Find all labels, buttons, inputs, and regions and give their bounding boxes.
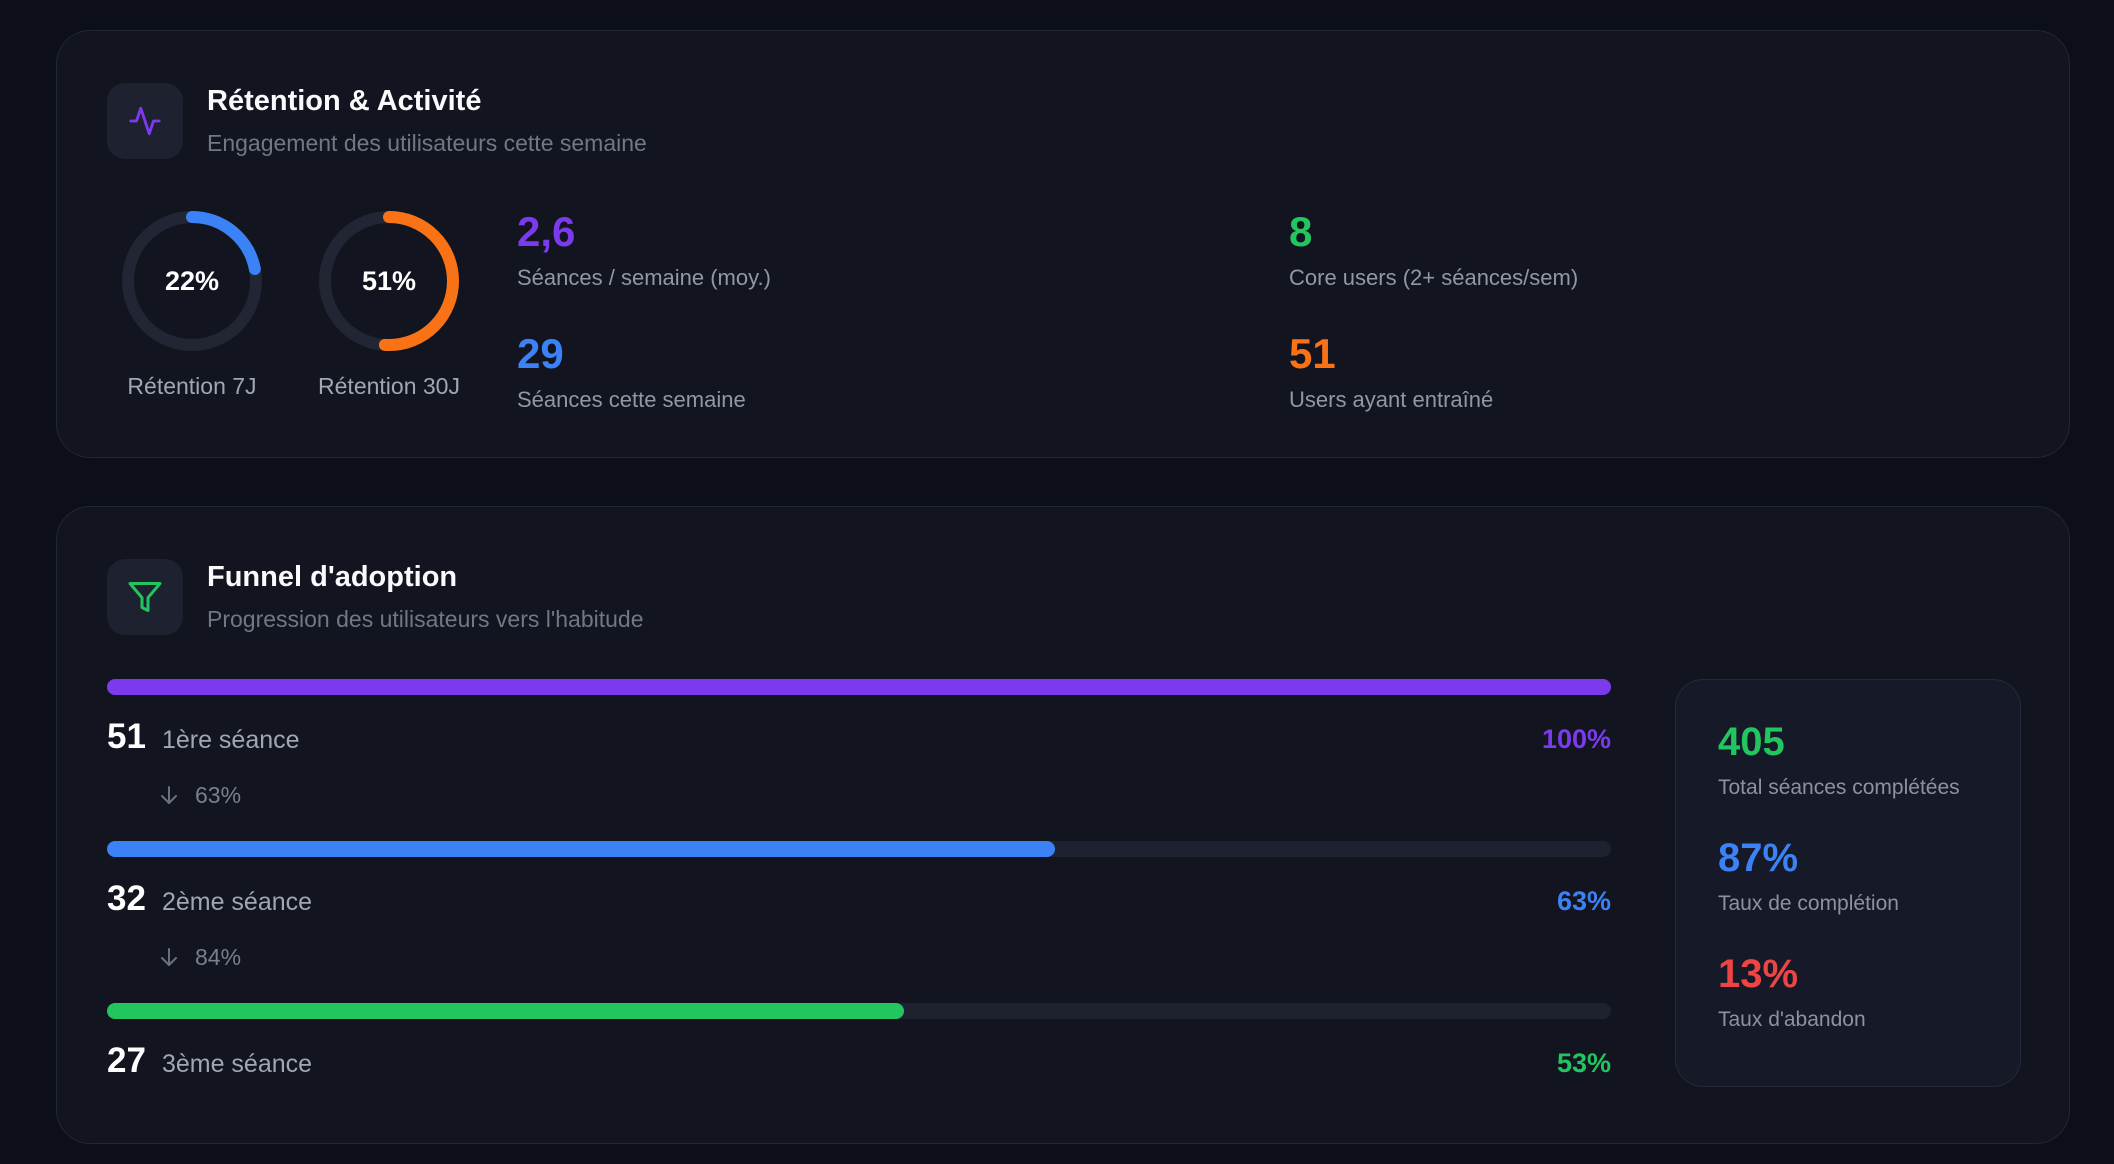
arrow-down-icon [161, 786, 177, 804]
avg-sessions-label: Séances / semaine (moy.) [517, 265, 771, 290]
funnel-conversion-rate: 63% [195, 781, 242, 808]
funnel-conversion: 84% [107, 917, 1611, 1003]
completion-rate-value: 87% [1718, 836, 1799, 880]
funnel-card-title: Funnel d'adoption [207, 561, 458, 593]
funnel-bar-fill [107, 1003, 905, 1019]
funnel-step-percent: 100% [1541, 724, 1611, 754]
funnel-step: 51 1ère séance 100% [107, 679, 1611, 756]
funnel-step-label: 1ère séance [161, 726, 300, 754]
retention-7j-label: Rétention 7J [127, 373, 257, 399]
funnel-step-count: 32 [107, 879, 146, 918]
funnel-bar-track [107, 841, 1611, 857]
funnel-summary-panel: 405 Total séances complétées 87% Taux de… [1675, 679, 2021, 1087]
funnel-bar-fill [107, 841, 1055, 857]
avg-sessions-value: 2,6 [517, 208, 576, 255]
activity-pulse-icon [107, 83, 183, 159]
core-users-value: 8 [1289, 208, 1313, 255]
retention-30j-ring: 51% Rétention 30J [304, 207, 474, 400]
funnel-step-label: 3ème séance [161, 1050, 313, 1078]
adoption-funnel-card: Funnel d'adoption Progression des utilis… [56, 506, 2070, 1144]
total-sessions-stat: 405 Total séances complétées [1718, 722, 2020, 800]
funnel-card-subtitle: Progression des utilisateurs vers l'habi… [207, 606, 644, 633]
total-sessions-value: 405 [1718, 720, 1785, 764]
retention-activity-card: Rétention & Activité Engagement des util… [56, 30, 2070, 458]
retention-30j-label: Rétention 30J [318, 373, 460, 399]
funnel-step-label: 2ème séance [161, 888, 313, 916]
funnel-step: 32 2ème séance 63% [107, 841, 1611, 918]
funnel-step-percent: 53% [1556, 1048, 1611, 1078]
abandon-rate-value: 13% [1718, 952, 1799, 996]
funnel-steps: 51 1ère séance 100% 63% 32 2ème séance 6… [107, 679, 1611, 1080]
funnel-step: 27 3ème séance 53% [107, 1003, 1611, 1080]
retention-7j-ring: 22% Rétention 7J [107, 207, 277, 400]
funnel-filter-icon [107, 559, 183, 635]
completion-rate-label: Taux de complétion [1718, 892, 1899, 915]
abandon-rate-stat: 13% Taux d'abandon [1718, 954, 2020, 1032]
retention-7j-ring-chart [122, 211, 262, 351]
retention-card-subtitle: Engagement des utilisateurs cette semain… [207, 130, 647, 157]
completion-rate-stat: 87% Taux de complétion [1718, 838, 2020, 916]
funnel-bar-track [107, 1003, 1611, 1019]
retention-card-title: Rétention & Activité [207, 85, 482, 117]
arrow-down-icon [161, 948, 177, 966]
funnel-card-header: Funnel d'adoption Progression des utilis… [107, 559, 644, 635]
total-sessions-label: Total séances complétées [1718, 776, 1960, 799]
core-users-stat: 8 Core users (2+ séances/sem) [1289, 211, 1578, 291]
retention-card-header: Rétention & Activité Engagement des util… [107, 83, 647, 159]
retention-30j-ring-chart [319, 211, 459, 351]
retention-7j-value: 22% [164, 265, 220, 296]
funnel-bar-track [107, 679, 1611, 695]
trained-users-value: 51 [1289, 330, 1336, 377]
trained-users-label: Users ayant entraîné [1289, 387, 1494, 412]
sessions-week-value: 29 [517, 330, 564, 377]
retention-30j-value: 51% [361, 265, 417, 296]
avg-sessions-stat: 2,6 Séances / semaine (moy.) [517, 211, 771, 291]
abandon-rate-label: Taux d'abandon [1718, 1008, 1866, 1031]
funnel-bar-fill [107, 679, 1611, 695]
core-users-label: Core users (2+ séances/sem) [1289, 265, 1579, 290]
funnel-step-percent: 63% [1556, 886, 1611, 916]
sessions-week-label: Séances cette semaine [517, 387, 746, 412]
sessions-week-stat: 29 Séances cette semaine [517, 333, 746, 413]
funnel-conversion: 63% [107, 755, 1611, 841]
funnel-step-count: 51 [107, 717, 146, 756]
trained-users-stat: 51 Users ayant entraîné [1289, 333, 1493, 413]
funnel-conversion-rate: 84% [195, 943, 242, 970]
funnel-step-count: 27 [107, 1041, 146, 1080]
